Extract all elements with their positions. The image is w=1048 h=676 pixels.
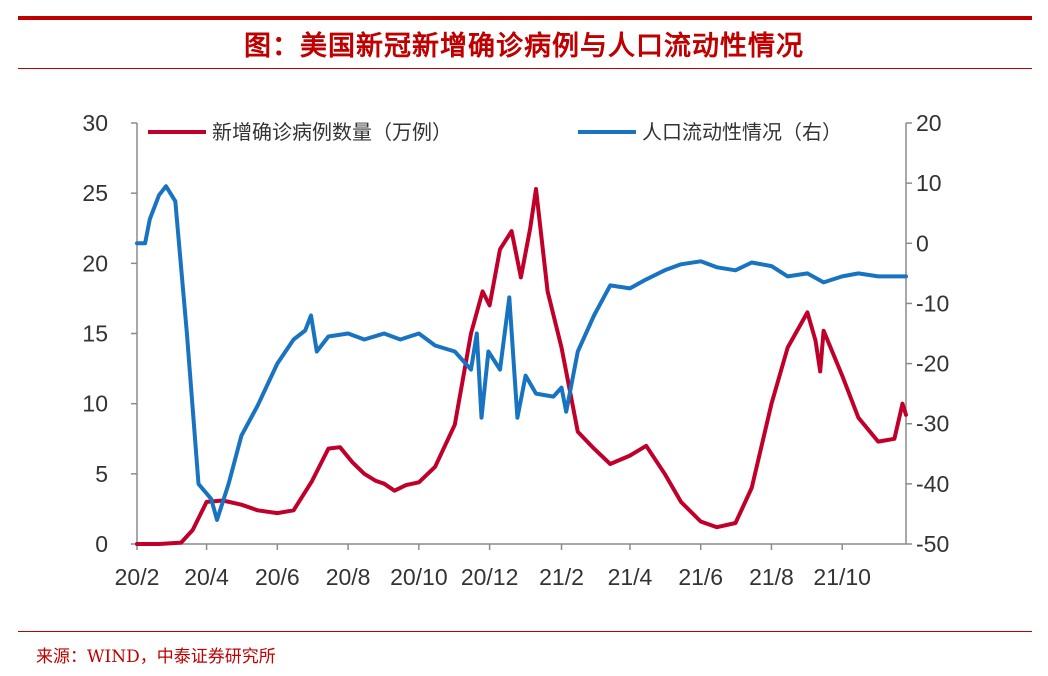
x-tick-label: 21/8 <box>749 564 794 590</box>
x-tick-label: 20/6 <box>255 564 300 590</box>
x-tick-label: 21/6 <box>678 564 723 590</box>
y-right-tick-label: -10 <box>916 290 949 316</box>
x-tick-label: 21/4 <box>608 564 653 590</box>
y-right-tick-label: 0 <box>916 230 929 256</box>
footer-rule <box>18 631 1032 632</box>
legend-label-cases: 新增确诊病例数量（万例） <box>212 120 452 144</box>
x-tick-label: 20/2 <box>115 564 160 590</box>
x-tick-label: 20/8 <box>326 564 371 590</box>
y-left-tick-label: 30 <box>82 110 108 136</box>
y-right-tick-label: 20 <box>916 110 942 136</box>
y-left-tick-label: 0 <box>95 531 108 557</box>
legend-label-mobility: 人口流动性情况（右） <box>642 120 842 144</box>
y-right-tick-label: -20 <box>916 351 949 377</box>
chart-title: 图：美国新冠新增确诊病例与人口流动性情况 <box>244 31 804 62</box>
y-left-tick-label: 15 <box>82 321 108 347</box>
y-left-tick-label: 25 <box>82 180 108 206</box>
source-note: 来源：WIND，中泰证券研究所 <box>36 647 276 667</box>
y-right-tick-label: -30 <box>916 411 949 437</box>
y-right-tick-label: 10 <box>916 170 942 196</box>
y-right-tick-label: -50 <box>916 531 949 557</box>
series-line-mobility <box>135 184 908 522</box>
title-bottom-rule <box>18 68 1032 69</box>
y-left-tick-label: 5 <box>95 461 108 487</box>
series-line-cases <box>135 187 908 546</box>
x-tick-label: 20/12 <box>461 564 519 590</box>
x-tick-label: 21/2 <box>539 564 584 590</box>
y-left-tick-label: 10 <box>82 391 108 417</box>
title-top-rule <box>18 16 1032 20</box>
y-left-tick-label: 20 <box>82 250 108 276</box>
y-right-tick-label: -40 <box>916 471 949 497</box>
x-tick-label: 21/10 <box>813 564 871 590</box>
x-tick-label: 20/10 <box>390 564 448 590</box>
x-tick-label: 20/4 <box>184 564 229 590</box>
